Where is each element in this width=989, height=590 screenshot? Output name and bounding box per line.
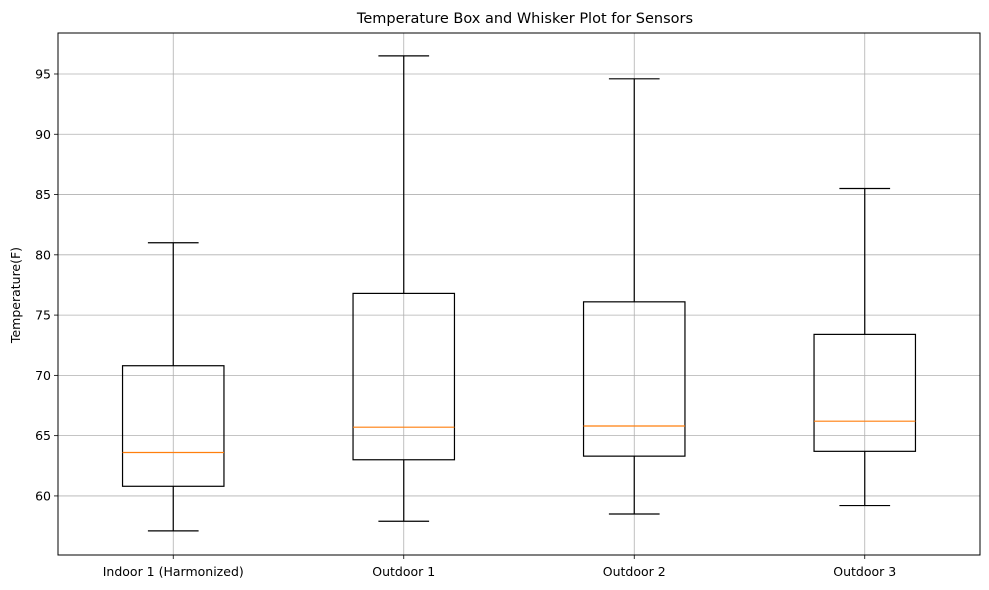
y-tick-label: 80 xyxy=(35,247,51,262)
box-group xyxy=(352,55,456,522)
y-axis-label: Temperature(F) xyxy=(8,247,23,344)
x-tick-label: Outdoor 1 xyxy=(372,564,435,579)
axis-layer: 60 65 70 75 80 85 90 95 Indoor 1 (Harmonized) Out… xyxy=(35,66,896,579)
box-iqr xyxy=(121,365,225,487)
y-tick-label: 90 xyxy=(35,127,51,142)
box-group xyxy=(121,242,225,532)
y-tick-label: 95 xyxy=(35,66,51,81)
box-iqr xyxy=(813,333,917,452)
plot-frame xyxy=(57,32,981,556)
y-tick-label: 70 xyxy=(35,368,51,383)
y-tick-label: 60 xyxy=(35,488,51,503)
y-tick-label: 65 xyxy=(35,428,51,443)
x-tick-label: Indoor 1 (Harmonized) xyxy=(103,564,244,579)
box-group xyxy=(582,78,686,515)
x-tick-label: Outdoor 2 xyxy=(603,564,666,579)
x-tick-label: Outdoor 3 xyxy=(833,564,896,579)
box-iqr xyxy=(352,292,456,461)
y-tick-label: 85 xyxy=(35,187,51,202)
box-layer xyxy=(121,55,917,532)
box-iqr xyxy=(582,301,686,457)
y-tick-label: 75 xyxy=(35,308,51,323)
grid-layer xyxy=(58,33,980,555)
chart-title: Temperature Box and Whisker Plot for Sen… xyxy=(356,11,693,27)
box-group xyxy=(813,187,917,507)
